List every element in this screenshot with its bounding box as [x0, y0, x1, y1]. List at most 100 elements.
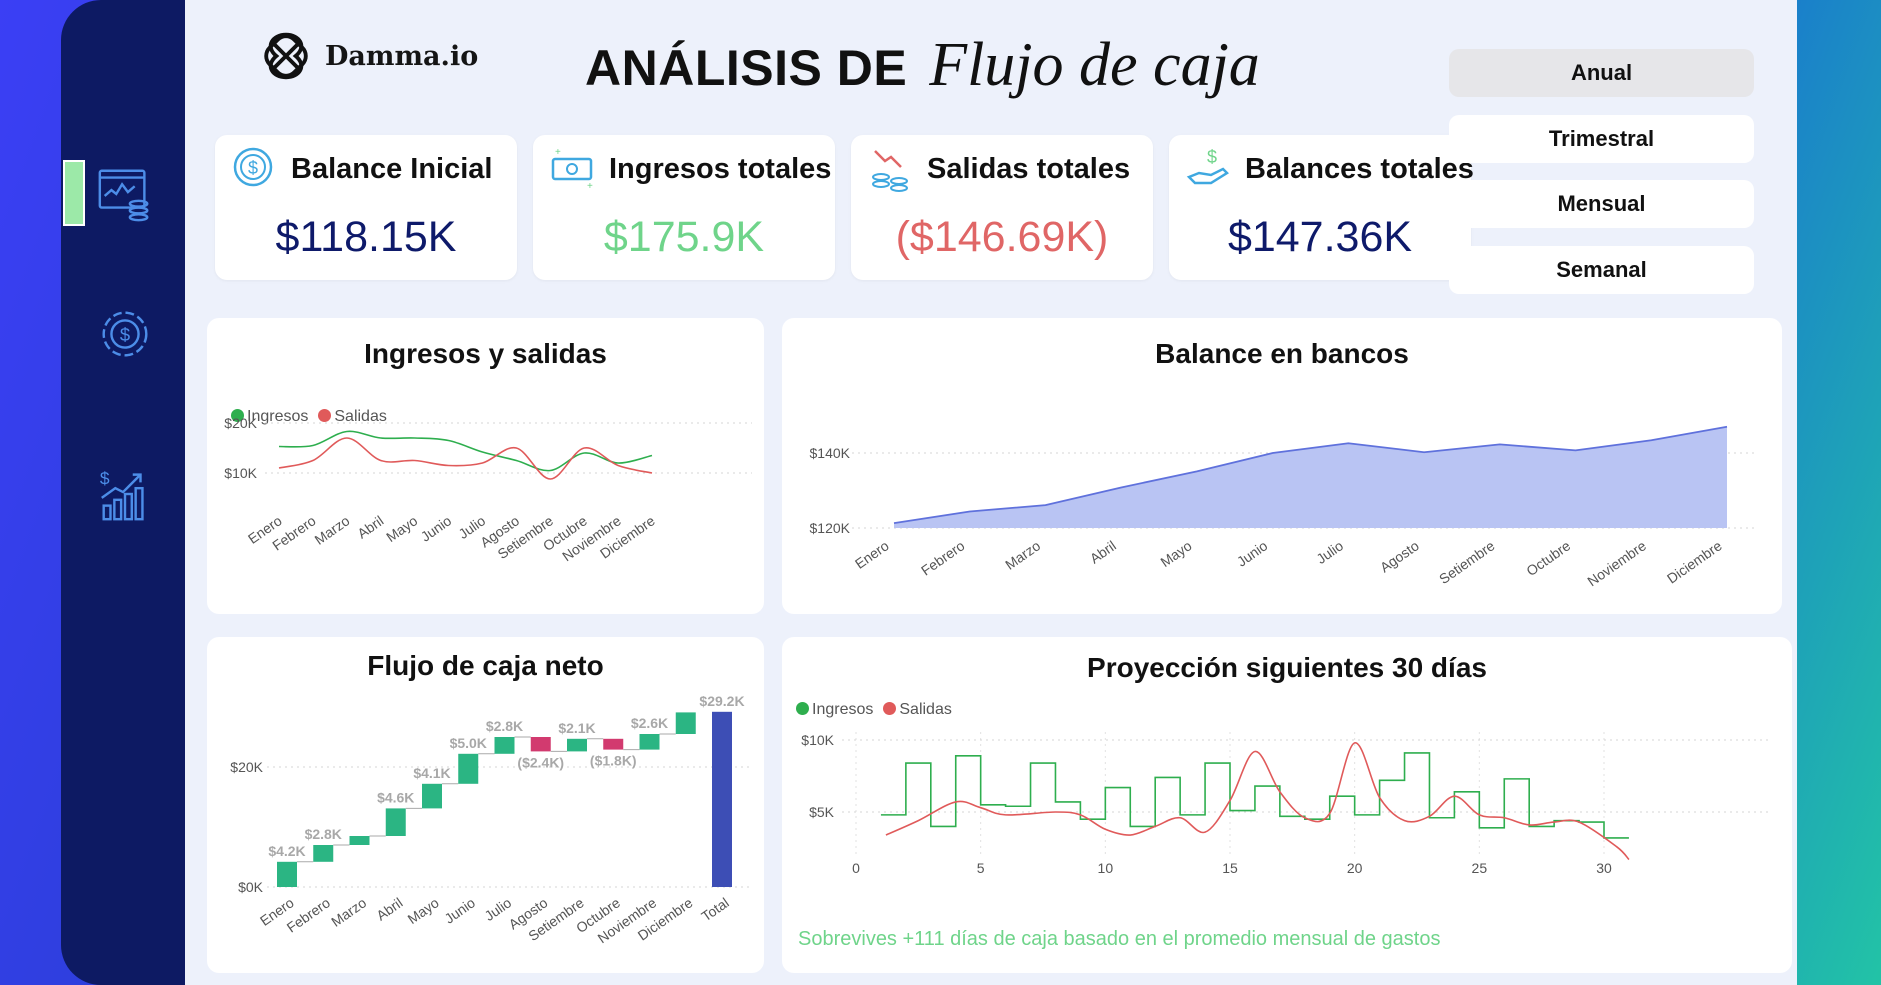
- hand-money-icon: $: [1186, 147, 1229, 185]
- x-tick-label: Agosto: [1377, 537, 1422, 575]
- kpi-label: Balance Inicial: [291, 153, 493, 185]
- y-tick-label: $20K: [224, 415, 257, 431]
- period-anual-button[interactable]: Anual: [1449, 49, 1754, 97]
- x-tick-label: Setiembre: [1436, 537, 1498, 587]
- nav-growth-button[interactable]: $: [89, 458, 161, 530]
- x-tick-label: Marzo: [328, 894, 369, 930]
- y-tick-label: $10K: [224, 465, 257, 481]
- cash-runway-note: Sobrevives +111 días de caja basado en e…: [798, 928, 1441, 950]
- svg-text:$: $: [120, 324, 130, 345]
- kpi-ingresos-totales: + + Ingresos totales $175.9K: [533, 135, 835, 280]
- x-tick-label: Febrero: [918, 537, 968, 578]
- kpi-value: $175.9K: [603, 213, 765, 261]
- data-label: $4.2K: [268, 843, 305, 859]
- legend-label: Salidas: [334, 408, 387, 425]
- kpi-label: Salidas totales: [927, 153, 1131, 185]
- x-tick-label: Mayo: [383, 512, 420, 545]
- x-tick-label: 10: [1098, 860, 1114, 876]
- proyeccion-chart: 0 5 10 15 20 25 30 $10K $5K: [801, 732, 1772, 876]
- nav-settings-button[interactable]: $: [89, 298, 161, 370]
- data-label: $5.0K: [450, 735, 487, 751]
- waterfall-bar: [494, 737, 515, 754]
- page-title: ANÁLISIS DE Flujo de caja: [585, 30, 1260, 110]
- svg-text:$: $: [248, 158, 258, 178]
- chart-title: Flujo de caja neto: [367, 650, 604, 681]
- x-tick-label: 15: [1222, 860, 1238, 876]
- y-tick-label: $0K: [238, 879, 264, 895]
- x-tick-label: 0: [852, 860, 860, 876]
- app-frame: $ $ Damma.io: [61, 0, 1797, 985]
- data-label: $29.2K: [699, 693, 744, 709]
- x-tick-label: Total: [698, 894, 731, 924]
- data-label: $4.6K: [377, 789, 414, 805]
- waterfall-bar: [530, 737, 551, 752]
- legend-label: Salidas: [899, 701, 952, 718]
- x-tick-label: Noviembre: [1584, 537, 1649, 589]
- y-tick-label: $10K: [801, 732, 834, 748]
- y-tick-label: $140K: [810, 445, 851, 461]
- title-script: Flujo de caja: [929, 31, 1260, 99]
- x-tick-label: 5: [977, 860, 985, 876]
- data-label: $2.8K: [305, 826, 342, 842]
- waterfall-bar: [349, 836, 370, 845]
- legend-item-ingresos[interactable]: Ingresos: [231, 408, 308, 426]
- series-line-ingresos: [278, 430, 653, 472]
- dashboard-canvas: Damma.io ANÁLISIS DE Flujo de caja $ Bal…: [185, 0, 1797, 985]
- dollar-coin-icon: $: [233, 147, 273, 187]
- svg-text:+: +: [555, 147, 561, 158]
- svg-text:$: $: [100, 468, 110, 488]
- x-tick-label: Julio: [1313, 537, 1346, 567]
- legend-dot-salidas: [318, 409, 332, 422]
- legend-dot-ingresos: [231, 409, 244, 422]
- kpi-label: Ingresos totales: [609, 153, 832, 185]
- data-label: $4.1K: [413, 765, 450, 781]
- waterfall-bar: [567, 738, 587, 752]
- period-semanal-button[interactable]: Semanal: [1449, 246, 1754, 294]
- waterfall-bar: [603, 738, 624, 750]
- chart-legend: Ingresos Salidas: [796, 701, 952, 719]
- period-mensual-button[interactable]: Mensual: [1449, 180, 1754, 228]
- legend-dot-salidas: [883, 702, 897, 715]
- damma-logo-icon: [264, 32, 308, 80]
- legend-dot-ingresos: [796, 702, 809, 715]
- y-tick-label: $20K: [230, 759, 263, 775]
- period-trimestral-button[interactable]: Trimestral: [1449, 115, 1754, 163]
- kpi-value: $147.36K: [1227, 213, 1413, 261]
- waterfall-bar: [313, 845, 334, 862]
- waterfall-bar: [277, 861, 297, 887]
- x-tick-label: Junio: [1234, 537, 1271, 569]
- panel-balance-bancos: Balance en bancos $140K $120K Enero Febrero…: [782, 318, 1782, 614]
- chart-legend: Ingresos Salidas: [231, 408, 387, 426]
- data-label: $2.6K: [631, 715, 668, 731]
- nav-dashboard-button[interactable]: [89, 158, 161, 230]
- kpi-balances-totales: $ Balances totales $147.36K: [1169, 135, 1474, 280]
- waterfall-bar: [675, 712, 696, 734]
- title-main: ANÁLISIS DE: [585, 40, 908, 96]
- x-tick-label: Abril: [1087, 537, 1119, 566]
- waterfall-bar: [458, 753, 479, 784]
- x-tick-label: Marzo: [1002, 537, 1043, 573]
- x-tick-label: Junio: [441, 894, 478, 926]
- y-tick-label: $120K: [810, 520, 851, 536]
- svg-text:$: $: [1207, 147, 1217, 167]
- legend-item-salidas[interactable]: Salidas: [318, 408, 387, 426]
- legend-item-ingresos[interactable]: Ingresos: [796, 701, 873, 719]
- balance-area: [894, 426, 1727, 528]
- waterfall-bar: [422, 783, 442, 809]
- money-gear-icon: $: [102, 311, 148, 357]
- legend-item-salidas[interactable]: Salidas: [883, 701, 952, 719]
- x-tick-label: 30: [1596, 860, 1612, 876]
- x-tick-label: Marzo: [311, 512, 352, 548]
- data-label: $2.8K: [486, 718, 523, 734]
- chart-title: Ingresos y salidas: [364, 338, 607, 369]
- brand-name: Damma.io: [325, 40, 479, 72]
- kpi-balance-inicial: $ Balance Inicial $118.15K: [215, 135, 517, 280]
- x-tick-label: Octubre: [1523, 537, 1573, 579]
- x-tick-label: 25: [1472, 860, 1488, 876]
- data-label: ($2.4K): [517, 754, 564, 770]
- chart-title: Balance en bancos: [1155, 338, 1409, 369]
- x-tick-label: Diciembre: [1664, 537, 1725, 586]
- coins-down-icon: [872, 150, 908, 192]
